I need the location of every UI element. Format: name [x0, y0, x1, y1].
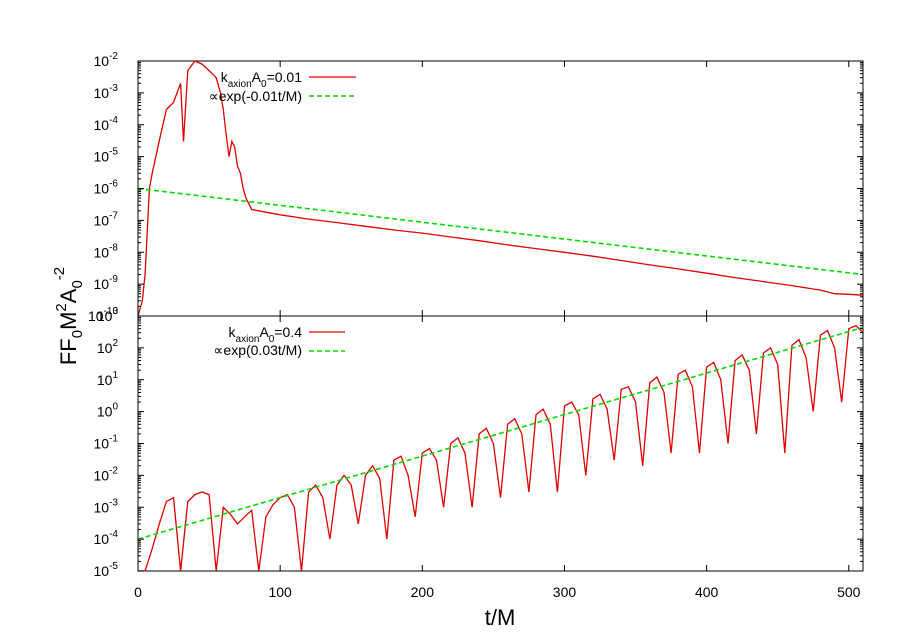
bottom-y-tick-label: 10-1: [94, 434, 119, 452]
top-y-tick-label: 10-8: [94, 242, 119, 260]
top-y-tick-label: 10-3: [94, 83, 119, 101]
top-y-tick-label: 10-9: [94, 274, 119, 292]
bottom-y-tick-label: 10-2: [94, 465, 119, 483]
x-tick-label: 0: [134, 584, 142, 600]
top-legend-label-1: kaxionA0=0.01: [221, 69, 302, 90]
bottom-series-layer: [137, 324, 864, 572]
bottom-y-tick-label: 100: [97, 402, 119, 420]
top-y-tick-label: 10-10: [88, 306, 118, 324]
x-tick-label: 200: [411, 584, 435, 600]
bottom-y-axis-ticks: 10-5 10-4 10-3 10-2 10-1 100 101 102 103: [94, 306, 863, 579]
top-series-line-2: [137, 187, 864, 276]
bottom-y-tick-label: 101: [97, 370, 119, 388]
top-panel: 10-10 10-9 10-8 10-7 10-6 10-5 10-4 10-3 10-2 ka…: [88, 51, 864, 324]
x-tick-label: 500: [837, 584, 861, 600]
x-tick-label: 300: [553, 584, 577, 600]
top-y-tick-label: 10-5: [94, 147, 119, 165]
top-y-tick-label: 10-2: [94, 51, 119, 69]
bottom-legend-label-2: ∝exp(0.03t/M): [213, 342, 302, 358]
bottom-panel: 10-5 10-4 10-3 10-2 10-1 100 101 102 103 0 100 200…: [94, 61, 864, 600]
top-y-tick-label: 10-6: [94, 179, 119, 197]
x-axis-title: t/M: [485, 605, 516, 630]
top-legend: kaxionA0=0.01 ∝exp(-0.01t/M): [209, 69, 356, 104]
bottom-y-tick-label: 10-3: [94, 497, 119, 515]
top-series-layer: [137, 60, 864, 317]
top-y-tick-label: 10-7: [94, 210, 119, 228]
top-series-line-1: [137, 60, 864, 317]
x-tick-label: 400: [695, 584, 719, 600]
bottom-series-line-2: [137, 326, 864, 540]
x-tick-label: 100: [268, 584, 292, 600]
bottom-y-tick-label: 10-4: [94, 529, 119, 547]
bottom-y-tick-label: 10-5: [94, 561, 119, 579]
bottom-series-line-1: [138, 324, 864, 572]
bottom-y-tick-label: 102: [97, 338, 119, 356]
top-legend-label-2: ∝exp(-0.01t/M): [209, 88, 302, 104]
top-y-axis-ticks: 10-10 10-9 10-8 10-7 10-6 10-5 10-4 10-3 10-2: [88, 51, 863, 324]
x-axis-ticks: 0 100 200 300 400 500: [134, 61, 861, 600]
bottom-y-tick-label: 103: [97, 306, 119, 324]
bottom-legend-label-1: kaxionA0=0.4: [229, 324, 303, 345]
y-axis-title: FF0M2A0-2: [51, 267, 86, 365]
bottom-legend: kaxionA0=0.4 ∝exp(0.03t/M): [213, 324, 345, 358]
top-y-tick-label: 10-4: [94, 115, 119, 133]
